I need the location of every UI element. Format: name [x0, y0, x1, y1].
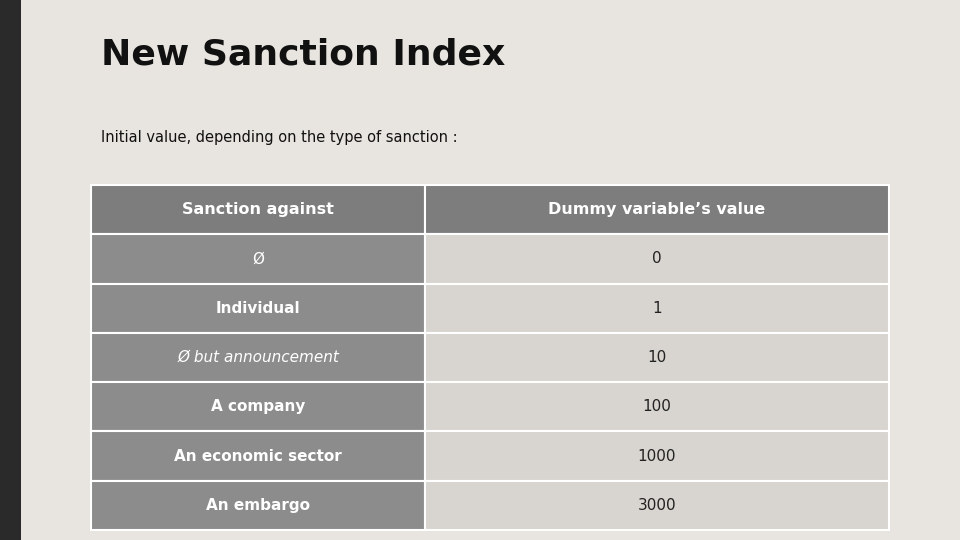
- Text: 0: 0: [652, 252, 661, 266]
- Text: An embargo: An embargo: [206, 498, 310, 513]
- Text: Ø but announcement: Ø but announcement: [178, 350, 339, 365]
- Text: Initial value, depending on the type of sanction :: Initial value, depending on the type of …: [101, 130, 457, 145]
- Text: 10: 10: [647, 350, 666, 365]
- Text: New Sanction Index: New Sanction Index: [101, 38, 505, 72]
- Text: Ø: Ø: [252, 252, 264, 266]
- Text: 100: 100: [642, 399, 671, 414]
- Text: 3000: 3000: [637, 498, 677, 513]
- Text: 1000: 1000: [637, 449, 676, 463]
- Text: A company: A company: [211, 399, 305, 414]
- Text: Dummy variable’s value: Dummy variable’s value: [548, 202, 766, 217]
- Text: Sanction against: Sanction against: [182, 202, 334, 217]
- Text: An economic sector: An economic sector: [175, 449, 342, 463]
- Text: 1: 1: [652, 301, 661, 316]
- Text: Individual: Individual: [216, 301, 300, 316]
